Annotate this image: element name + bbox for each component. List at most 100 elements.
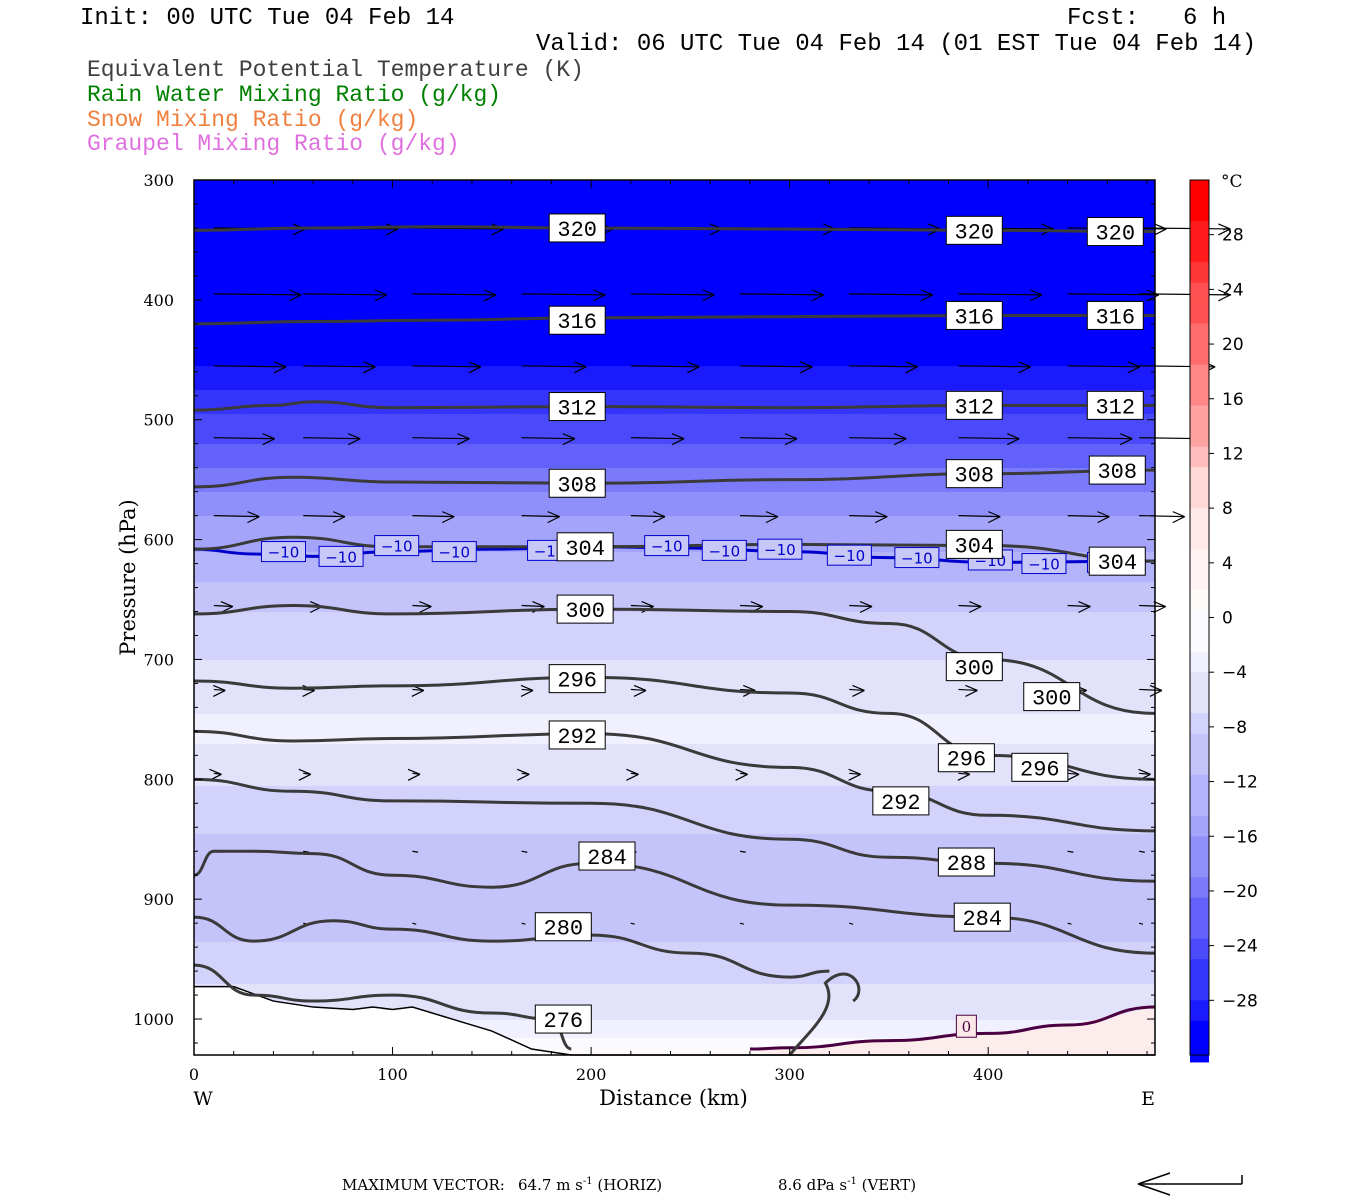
contour-label: 284 (587, 846, 627, 871)
theta-e-contour (193, 915, 830, 979)
contour-label: 304 (1097, 551, 1137, 576)
wind-vector (412, 365, 481, 368)
isotherm-label-box (431, 541, 477, 563)
temperature-band (194, 288, 1155, 295)
wind-vector-head (1149, 684, 1163, 697)
y-tick-label: 600 (143, 531, 174, 550)
contour-label-box (534, 1004, 592, 1034)
wind-vector-head (1097, 511, 1110, 524)
temperature-band (194, 936, 1155, 943)
temperature-band (194, 930, 1155, 937)
x-tick-label: 400 (973, 1065, 1004, 1084)
wind-vector (1139, 604, 1166, 608)
temperature-band (194, 468, 1155, 475)
temperature-band (194, 972, 1155, 979)
isotherm-label: −10 (1028, 556, 1060, 574)
contour-label-box (548, 392, 606, 422)
theta-e-contour (193, 729, 1156, 833)
colorbar-segment (1190, 385, 1209, 407)
contour-label: 312 (955, 395, 995, 420)
wind-vector-head (874, 511, 888, 524)
temperature-band (194, 750, 1155, 757)
max-vector-label: MAXIMUM VECTOR: (342, 1176, 505, 1194)
forecast-hours: 6 h (1183, 5, 1227, 32)
contour-label: 304 (565, 537, 605, 562)
temperature-band (194, 450, 1155, 457)
wind-vector (849, 365, 918, 368)
temperature-band (194, 1002, 1155, 1009)
wind-vector-head (671, 433, 685, 446)
isotherm-label: −10 (764, 541, 796, 559)
contour-label-box (945, 459, 1003, 489)
wind-vector (521, 293, 606, 296)
wind-vector (303, 437, 361, 440)
wind-vector (1139, 515, 1185, 518)
colorbar-segment (1190, 692, 1209, 714)
wind-vector (630, 293, 715, 296)
colorbar-tick-label: 16 (1222, 390, 1244, 410)
temperature-band (194, 588, 1155, 595)
colorbar-segment (1190, 303, 1209, 325)
temperature-band (194, 852, 1155, 859)
contour-label-box (945, 529, 1003, 559)
temperature-band (194, 498, 1155, 505)
wind-vector-head (407, 768, 421, 781)
colorbar-segment (1190, 754, 1209, 776)
temperature-band (194, 426, 1155, 433)
isotherm-zero-label: 0 (962, 1018, 972, 1036)
max-vector-horizontal: 64.7 m s-1 (HORIZ) (518, 1176, 663, 1194)
contour-label-box (548, 305, 606, 335)
wind-vector (630, 365, 700, 368)
wind-vector (1067, 604, 1091, 608)
temperature-band (194, 528, 1155, 535)
wind-vector (849, 922, 854, 925)
temperature-band (194, 858, 1155, 865)
wind-vector-head (686, 361, 700, 374)
wind-vector-head (852, 684, 865, 697)
temperature-band (194, 570, 1155, 577)
wind-vector (303, 365, 376, 368)
wind-vector-head (483, 289, 497, 302)
temperature-band (194, 966, 1155, 973)
y-tick-label: 700 (143, 650, 174, 669)
temperature-band (194, 594, 1155, 601)
temperature-band (194, 636, 1155, 643)
temperature-band (194, 732, 1155, 739)
temperature-band (194, 420, 1155, 427)
isotherm-label: −10 (381, 538, 413, 556)
temperature-band (194, 840, 1155, 847)
wind-vector-head (332, 511, 346, 524)
wind-vector-head (288, 289, 302, 302)
colorbar-tick-label: −8 (1222, 718, 1247, 738)
wind-vector (849, 688, 865, 692)
contour-label-box (945, 300, 1003, 330)
temperature-band (194, 648, 1155, 655)
wind-vector-head (1066, 768, 1080, 781)
temperature-band (194, 318, 1155, 325)
colorbar-segment (1190, 262, 1209, 284)
contour-label: 316 (1095, 305, 1135, 330)
wind-vector-head (626, 768, 639, 781)
wind-vector-head (702, 289, 715, 302)
legend-rain: Rain Water Mixing Ratio (g/kg) (87, 82, 502, 108)
temperature-band (194, 582, 1155, 589)
y-tick-label: 900 (143, 890, 174, 909)
colorbar-unit: °C (1221, 172, 1243, 192)
contour-label: 292 (557, 725, 597, 750)
wind-vector-head (965, 684, 978, 697)
temperature-band (194, 360, 1155, 367)
temperature-band (194, 384, 1155, 391)
temperature-band (194, 792, 1155, 799)
x-left-label: W (193, 1088, 213, 1110)
isotherm-label: −10 (325, 548, 357, 566)
colorbar-segment (1190, 631, 1209, 653)
wind-vector (303, 293, 387, 296)
wind-vector (1139, 688, 1162, 692)
temperature-band (194, 882, 1155, 889)
wind-vector (1067, 850, 1074, 853)
temperature-band (194, 576, 1155, 583)
contour-label: 316 (955, 305, 995, 330)
wind-vector (849, 437, 907, 440)
wind-vector-head (1218, 289, 1231, 302)
contour-label: 300 (565, 599, 605, 624)
